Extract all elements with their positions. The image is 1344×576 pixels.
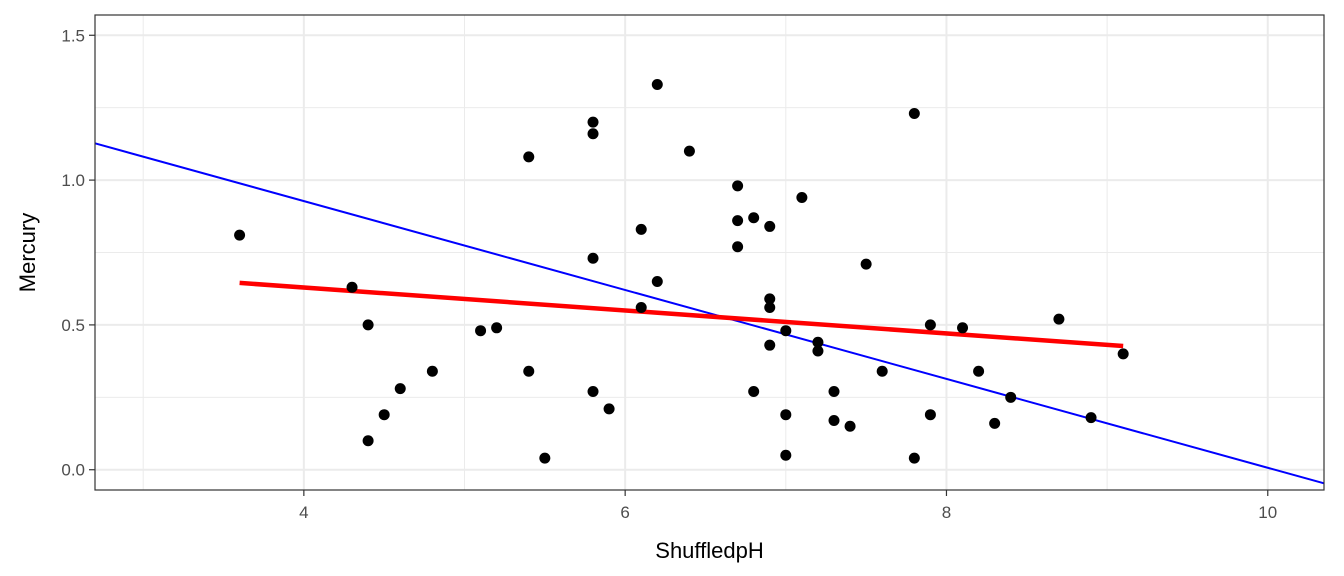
data-point — [924, 409, 936, 421]
data-point — [796, 191, 808, 203]
data-point — [828, 414, 840, 426]
x-axis-ticks: 4 6 8 10 — [299, 490, 1277, 522]
data-point — [828, 386, 840, 398]
major-gridlines — [95, 15, 1324, 490]
data-point — [732, 241, 744, 253]
data-point — [764, 293, 776, 305]
data-point — [957, 322, 969, 334]
data-point — [234, 229, 246, 241]
x-tick-label: 10 — [1258, 503, 1277, 522]
y-tick-label: 1.5 — [61, 26, 85, 45]
data-point — [378, 409, 390, 421]
data-point — [989, 417, 1001, 429]
reference-line — [94, 142, 1325, 485]
y-tick-label: 0.0 — [61, 461, 85, 480]
panel-border — [94, 14, 1325, 491]
y-tick-label: 1.0 — [61, 171, 85, 190]
data-point — [635, 223, 647, 235]
data-point — [346, 281, 358, 293]
data-point — [603, 403, 615, 415]
data-point — [587, 116, 599, 128]
data-point — [780, 409, 792, 421]
data-point — [764, 339, 776, 351]
data-point — [1117, 348, 1129, 360]
data-point — [491, 322, 503, 334]
data-point — [876, 365, 888, 377]
trend-lines — [94, 142, 1325, 485]
data-point — [362, 319, 374, 331]
data-points — [234, 79, 1129, 464]
data-point — [362, 435, 374, 447]
data-point — [764, 302, 776, 314]
data-point — [426, 365, 438, 377]
y-axis-ticks: 0.0 0.5 1.0 1.5 — [61, 26, 95, 480]
data-point — [924, 319, 936, 331]
data-point — [539, 452, 551, 464]
data-point — [780, 449, 792, 461]
data-point — [860, 258, 872, 270]
data-point — [748, 386, 760, 398]
data-point — [812, 345, 824, 357]
data-point — [973, 365, 985, 377]
y-axis-title: Mercury — [15, 213, 40, 292]
data-point — [523, 151, 535, 163]
minor-gridlines — [95, 15, 1324, 490]
data-point — [587, 252, 599, 264]
data-point — [732, 215, 744, 227]
data-point — [635, 302, 647, 314]
data-point — [732, 180, 744, 192]
fit-line — [239, 280, 1124, 349]
data-point — [1005, 391, 1017, 403]
x-axis-title: ShuffledpH — [655, 538, 763, 563]
data-point — [780, 325, 792, 337]
data-point — [587, 128, 599, 140]
data-point — [394, 383, 406, 395]
x-tick-label: 4 — [299, 503, 308, 522]
data-point — [683, 145, 695, 157]
data-point — [844, 420, 856, 432]
data-point — [523, 365, 535, 377]
data-point — [748, 212, 760, 224]
data-point — [475, 325, 487, 337]
data-point — [651, 275, 663, 287]
x-tick-label: 6 — [620, 503, 629, 522]
data-point — [908, 107, 920, 119]
data-point — [764, 220, 776, 232]
data-point — [812, 336, 824, 348]
data-point — [651, 79, 663, 91]
data-point — [908, 452, 920, 464]
x-tick-label: 8 — [942, 503, 951, 522]
y-tick-label: 0.5 — [61, 316, 85, 335]
data-point — [1085, 412, 1097, 424]
data-point — [1053, 313, 1065, 325]
data-point — [587, 386, 599, 398]
